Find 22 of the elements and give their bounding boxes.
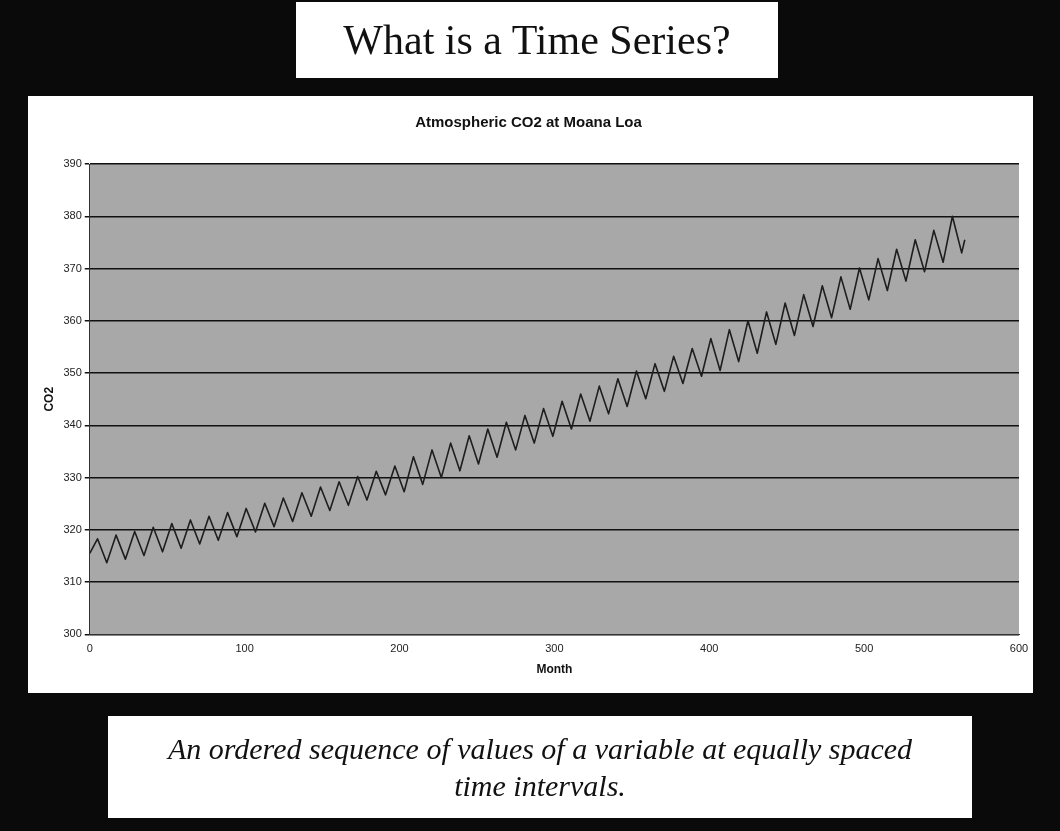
chart-subtitle: Atmospheric CO2 at Moana Loa — [415, 113, 643, 131]
y-tick-label: 390 — [63, 157, 82, 170]
x-tick-label: 400 — [700, 642, 719, 655]
y-tick-label: 300 — [63, 627, 82, 640]
y-tick-label: 330 — [63, 470, 82, 483]
chart-title: What is a Time Series? — [296, 2, 778, 78]
y-axis-title: CO2 — [41, 386, 56, 412]
x-axis-title: Month — [536, 662, 573, 677]
x-tick-label: 300 — [545, 642, 564, 655]
text: An ordered sequence of values of a variable at equally spaced time intervals. — [108, 716, 972, 818]
x-tick-label: 500 — [854, 642, 874, 655]
y-tick-label: 370 — [63, 261, 82, 274]
x-tick-label: 0 — [86, 642, 93, 655]
y-tick-label: 310 — [63, 575, 82, 588]
y-tick-label: 340 — [63, 418, 82, 431]
x-tick-label: 100 — [235, 642, 254, 655]
y-tick-label: 320 — [63, 522, 82, 535]
y-tick-label: 380 — [63, 209, 82, 222]
x-tick-label: 200 — [390, 642, 409, 655]
y-tick-label: 360 — [63, 313, 82, 326]
x-tick-label: 600 — [1009, 642, 1029, 655]
y-tick-label: 350 — [63, 366, 82, 379]
